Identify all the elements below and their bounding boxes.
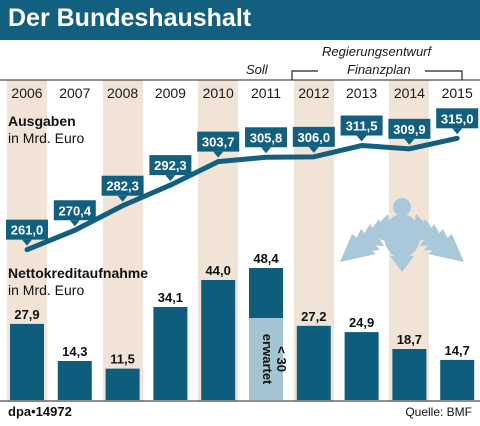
value-label-pointer [165, 175, 176, 182]
year-label: 2007 [59, 85, 91, 101]
regierungsentwurf-note: Regierungsentwurf [322, 44, 432, 59]
value-label-pointer [69, 220, 80, 227]
kredit-bar [153, 307, 188, 400]
kredit-unit: in Mrd. Euro [8, 282, 85, 298]
value-label-box [292, 126, 335, 147]
value-label-pointer [452, 128, 463, 135]
kredit-value: 34,1 [158, 290, 183, 305]
year-label: 2008 [107, 85, 139, 101]
year-label: 2011 [250, 85, 282, 101]
value-label-pointer [22, 239, 32, 246]
eagle-head [393, 198, 411, 216]
projection-bracket [291, 70, 463, 80]
ausgaben-value: 305,8 [250, 130, 283, 145]
ausgaben-value: 270,4 [59, 203, 92, 218]
ausgaben-label: Ausgaben in Mrd. Euro [8, 113, 84, 147]
ausgaben-value: 292,3 [154, 158, 187, 173]
value-label-box [388, 118, 431, 139]
ausgaben-unit: in Mrd. Euro [8, 130, 85, 146]
kredit-value: 14,3 [62, 344, 87, 359]
source-credit: Quelle: BMF [405, 405, 472, 419]
year-label: 2013 [346, 85, 378, 101]
expected-label: erwartet [260, 334, 275, 385]
value-label-pointer [404, 138, 415, 145]
ausgaben-value: 309,9 [393, 122, 426, 137]
year-label: 2015 [441, 85, 473, 101]
ausgaben-value: 261,0 [11, 223, 44, 238]
kredit-value: 14,7 [445, 343, 470, 358]
finanzplan-note: Finanzplan [347, 62, 411, 77]
year-label: 2006 [11, 85, 43, 101]
kredit-bar [57, 361, 92, 400]
eagle-feather [340, 234, 376, 262]
eagle-feather [412, 214, 428, 238]
kredit-bar [440, 359, 475, 400]
value-label-pointer [117, 195, 128, 202]
value-label-box [53, 200, 96, 221]
kredit-value: 18,7 [397, 332, 422, 347]
value-label-box [101, 175, 144, 196]
ausgaben-value: 282,3 [106, 179, 139, 194]
ausgaben-value: 311,5 [346, 119, 378, 134]
year-label: 2009 [154, 85, 186, 101]
value-label-box [6, 219, 48, 240]
eagle-feather [428, 234, 464, 262]
kredit-bar [201, 280, 236, 400]
value-label-pointer [261, 147, 271, 154]
year-label: 2014 [393, 85, 425, 101]
agency-credit: dpa•14972 [8, 404, 72, 419]
value-label-box [149, 155, 192, 176]
value-label-pointer [213, 151, 224, 158]
kredit-bar [249, 268, 283, 319]
value-label-box [436, 108, 479, 129]
year-label: 2012 [298, 85, 330, 101]
eagle-body [384, 214, 420, 258]
ausgaben-value: 303,7 [202, 135, 235, 150]
kredit-value: 11,5 [110, 352, 135, 367]
value-label-box [245, 127, 287, 148]
federal-eagle-icon [340, 198, 464, 272]
page-title: Der Bundeshaushalt [8, 4, 252, 32]
kredit-value: 24,9 [349, 315, 374, 330]
year-stripe [102, 80, 143, 402]
ausgaben-value: 306,0 [298, 130, 331, 145]
title-bar: Der Bundeshaushalt [0, 0, 480, 40]
kredit-bar-expected [249, 318, 283, 400]
kredit-bar [392, 349, 427, 400]
expected-label: < 30 [274, 346, 289, 372]
ausgaben-line [24, 135, 460, 253]
ausgaben-title: Ausgaben [8, 113, 76, 129]
kredit-bar [105, 368, 140, 400]
value-label-pointer [356, 135, 367, 142]
soll-note: Soll [246, 62, 268, 77]
kredit-value: 44,0 [206, 263, 231, 278]
kredit-label: Nettokreditaufnahme in Mrd. Euro [8, 265, 148, 299]
eagle-feather [376, 214, 392, 238]
kredit-bar [344, 332, 379, 400]
eagle-tail [390, 256, 414, 272]
value-label-box [197, 131, 240, 152]
year-label: 2010 [202, 85, 234, 101]
kredit-value: 27,9 [14, 307, 39, 322]
ausgaben-value: 315,0 [441, 111, 474, 126]
value-label-box [340, 115, 383, 136]
kredit-title: Nettokreditaufnahme [8, 265, 149, 281]
kredit-bar [296, 325, 331, 400]
kredit-value: 48,4 [253, 251, 279, 266]
kredit-value: 27,2 [301, 309, 326, 324]
kredit-bar [10, 323, 44, 400]
value-label-pointer [308, 146, 319, 153]
